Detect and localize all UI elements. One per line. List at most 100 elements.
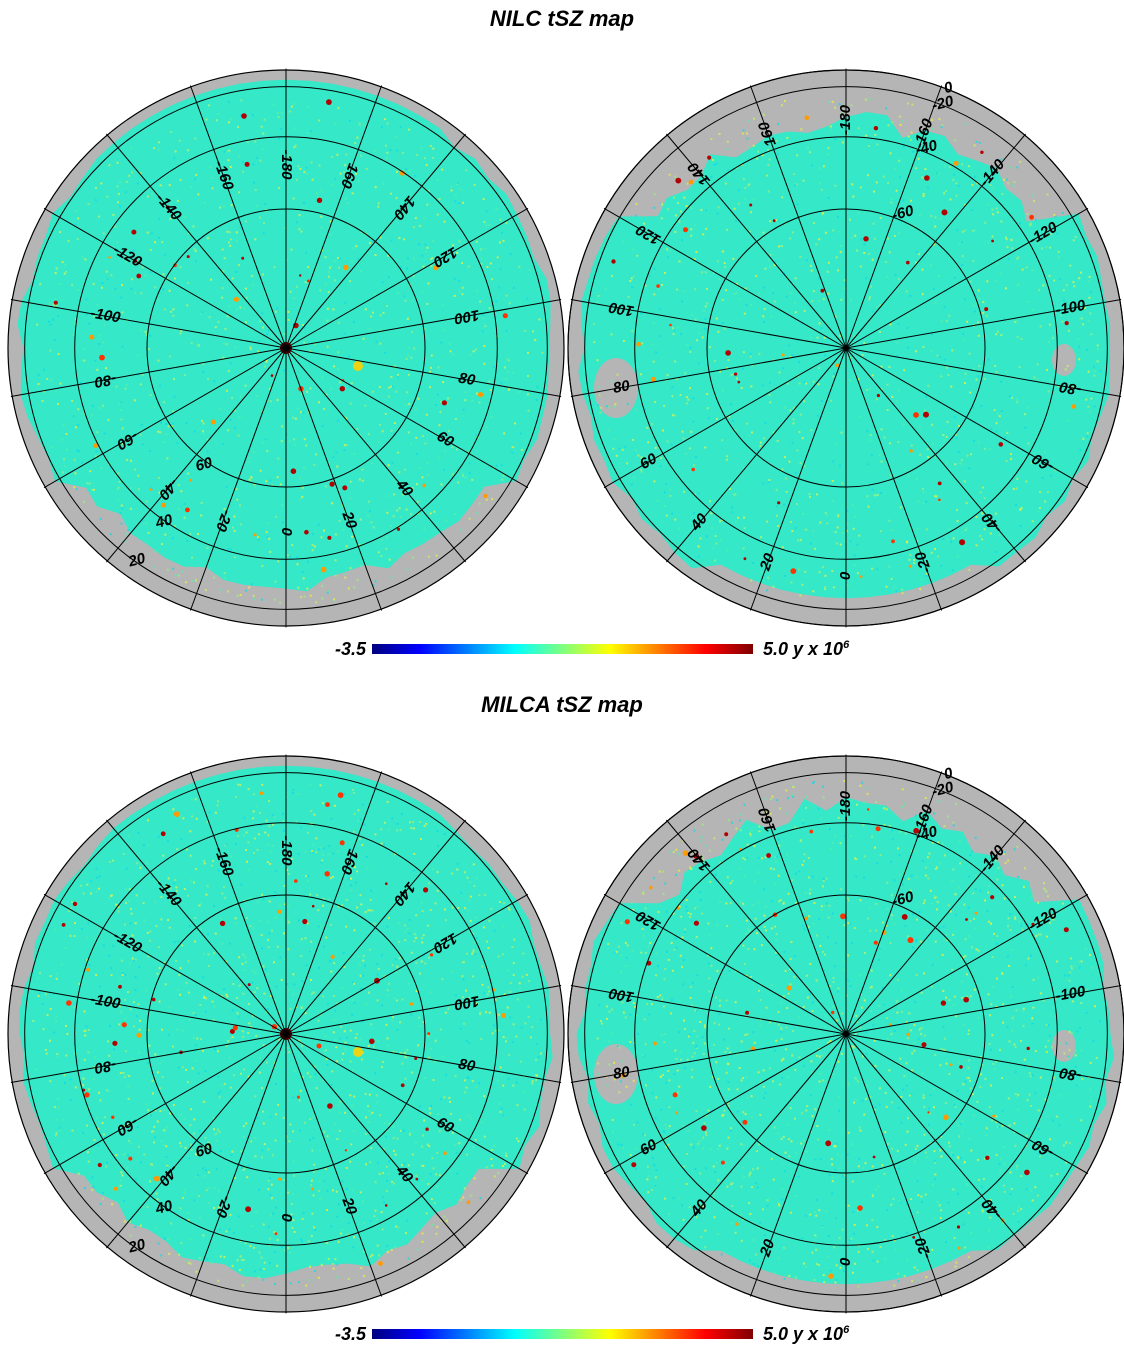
point-source xyxy=(737,380,741,384)
point-source xyxy=(108,256,111,259)
meridian-line xyxy=(570,1033,847,1083)
point-source xyxy=(963,996,969,1003)
point-source xyxy=(302,918,308,925)
meridian-line xyxy=(43,207,287,349)
point-source xyxy=(483,493,488,499)
meridian-line xyxy=(603,893,847,1035)
longitude-label: 100 xyxy=(452,992,480,1013)
point-source xyxy=(1064,321,1069,326)
longitude-label: -180 xyxy=(278,835,295,866)
point-source xyxy=(840,913,846,920)
point-source xyxy=(299,274,302,277)
point-source xyxy=(185,507,190,513)
sky-region xyxy=(17,79,551,604)
point-source xyxy=(953,160,959,166)
point-source xyxy=(121,1022,127,1028)
point-source xyxy=(118,984,122,989)
point-source xyxy=(959,539,966,546)
point-source xyxy=(160,831,166,837)
meridian-line xyxy=(10,985,287,1035)
point-source xyxy=(790,568,797,574)
point-source xyxy=(113,1186,118,1191)
point-source xyxy=(253,533,257,537)
meridian-line xyxy=(666,819,847,1035)
point-source xyxy=(112,1040,118,1046)
point-source xyxy=(422,483,427,488)
meridian-line xyxy=(749,347,847,611)
point-source xyxy=(701,1125,707,1131)
point-source xyxy=(656,284,660,288)
point-source xyxy=(724,832,729,837)
longitude-label: -100 xyxy=(89,991,122,1013)
point-source xyxy=(311,904,315,908)
meridian-line xyxy=(10,299,287,349)
hemisphere-south: -180 -160-140-120-100-80-60-40-2002040608… xyxy=(567,68,1124,628)
meridian-line xyxy=(570,299,847,349)
longitude-label: -80 xyxy=(1058,378,1083,399)
point-source xyxy=(735,1222,739,1226)
meridian-line xyxy=(285,819,466,1035)
point-source xyxy=(136,1032,142,1038)
milca-colorbar: -3.5 5.0 y x 106 xyxy=(0,1324,1124,1350)
point-source xyxy=(927,1111,930,1114)
point-source xyxy=(274,1232,278,1236)
point-source xyxy=(974,911,978,915)
point-source xyxy=(86,967,90,972)
longitude-label: -180 xyxy=(278,149,295,180)
point-source xyxy=(111,1115,115,1119)
point-source xyxy=(873,126,879,131)
point-source xyxy=(400,1083,405,1088)
point-source xyxy=(84,1092,90,1098)
point-source xyxy=(980,150,984,154)
point-source xyxy=(959,1065,963,1069)
point-source xyxy=(923,411,929,418)
meridian-line xyxy=(285,133,466,349)
point-source xyxy=(938,498,941,502)
meridian-line xyxy=(106,819,287,1035)
point-source xyxy=(631,1162,637,1168)
meridian-line xyxy=(749,1033,847,1297)
point-source xyxy=(61,923,66,927)
meridian-line xyxy=(845,1033,1089,1175)
point-source xyxy=(857,1205,863,1211)
point-source xyxy=(378,1261,383,1266)
point-source xyxy=(636,341,641,347)
point-source xyxy=(940,1000,947,1006)
point-source xyxy=(342,485,348,491)
meridian-line xyxy=(845,819,1026,1035)
point-source xyxy=(244,161,250,167)
nilc-colorbar-max-label: 5.0 y x 106 xyxy=(763,639,850,659)
meridian-line xyxy=(845,85,943,349)
meridian-line xyxy=(189,85,287,349)
meridian-line xyxy=(749,771,847,1035)
point-source xyxy=(876,393,881,398)
point-source xyxy=(149,488,153,491)
point-source xyxy=(941,209,948,216)
point-source xyxy=(707,155,712,160)
meridian-line xyxy=(285,1033,529,1175)
meridian-line xyxy=(666,133,847,349)
point-source xyxy=(93,443,99,448)
point-source xyxy=(327,535,332,540)
sky-region xyxy=(578,98,1111,599)
longitude-label: 60 xyxy=(637,450,661,473)
nilc-map-title: NILC tSZ map xyxy=(489,6,635,31)
longitude-label: 0 xyxy=(837,571,854,580)
meridian-line xyxy=(845,133,1026,349)
point-source xyxy=(804,115,810,120)
point-source xyxy=(326,99,332,105)
longitude-label: -20 xyxy=(212,507,236,534)
point-source xyxy=(501,1013,506,1018)
point-source xyxy=(294,879,298,883)
meridian-line xyxy=(845,347,943,611)
longitude-label: 80 xyxy=(457,370,477,390)
longitude-label: -80 xyxy=(93,370,118,391)
meridian-line xyxy=(106,133,287,349)
meridian-line xyxy=(189,347,287,611)
meridian-line xyxy=(666,1033,847,1249)
longitude-label: 60 xyxy=(434,428,458,451)
point-source xyxy=(949,1063,953,1067)
point-source xyxy=(913,827,920,834)
mask-blob xyxy=(1052,344,1076,376)
longitude-label: 100 xyxy=(607,298,635,319)
